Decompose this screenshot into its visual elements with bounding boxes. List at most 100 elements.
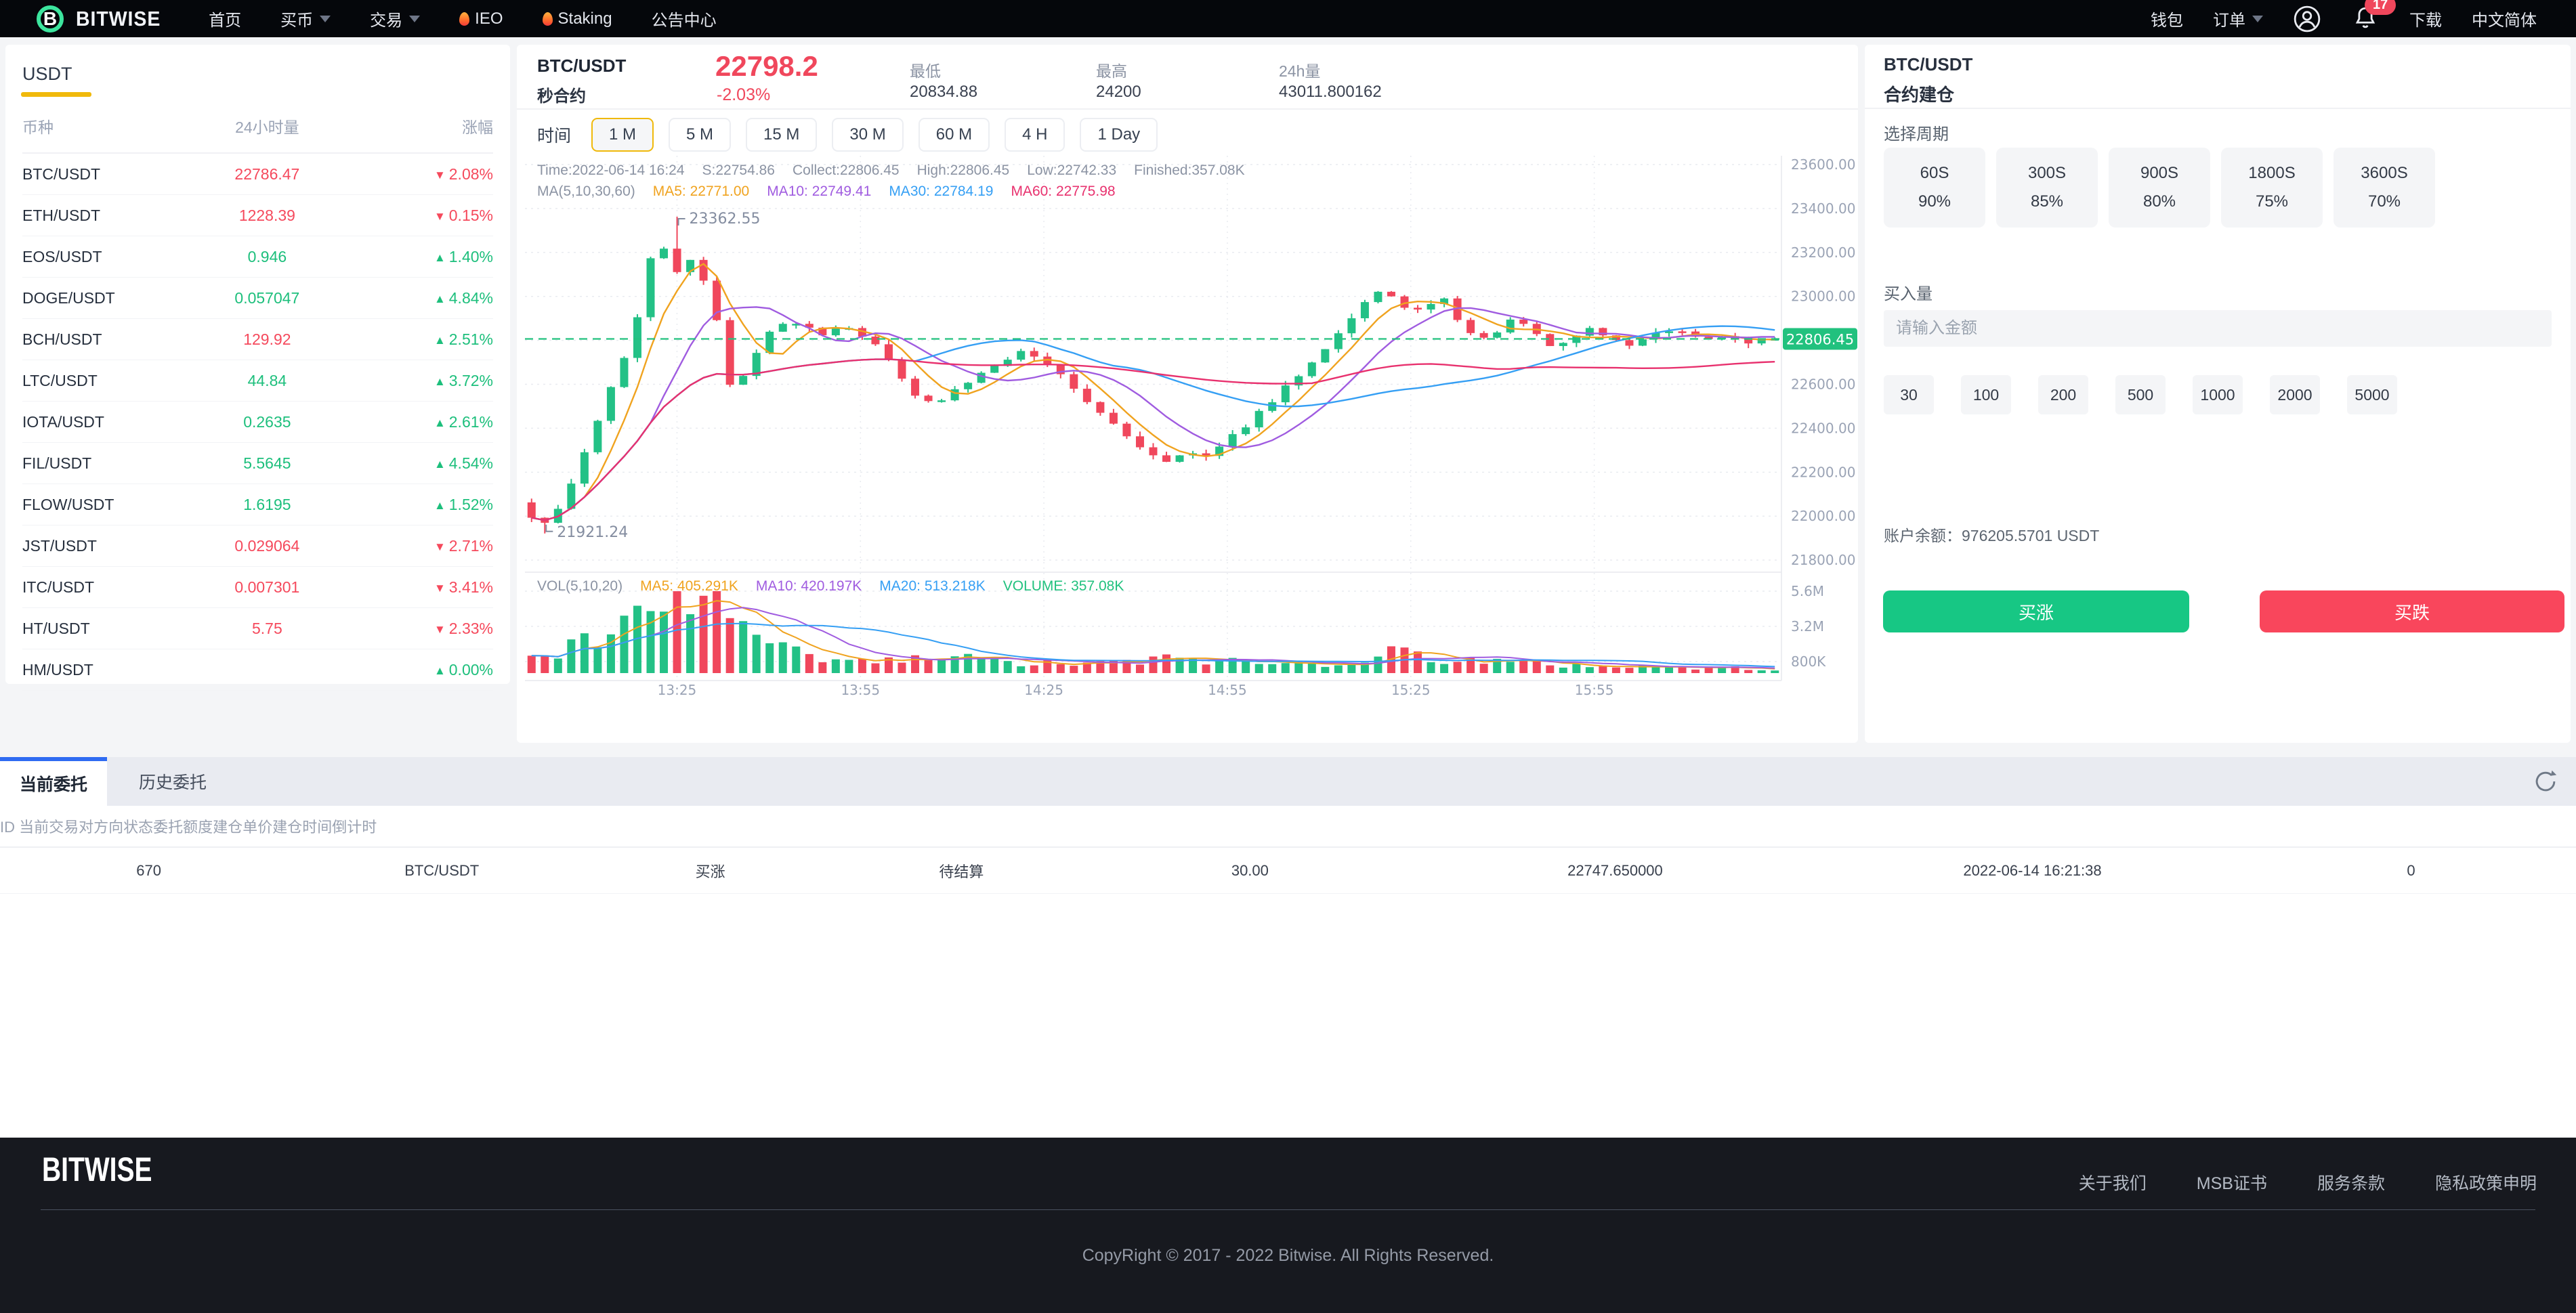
- timeframe-button[interactable]: 4 H: [1005, 118, 1065, 152]
- quick-amount-button[interactable]: 500: [2115, 375, 2166, 414]
- direction-arrow-icon: ▲: [434, 374, 446, 388]
- brand-logo[interactable]: B: [35, 4, 65, 34]
- tab-history-orders[interactable]: 历史委托: [138, 773, 207, 792]
- nav-download[interactable]: 下载: [2409, 12, 2442, 30]
- nav-orders[interactable]: 订单: [2213, 7, 2263, 30]
- pair-change: ▼ 0.15%: [361, 207, 493, 225]
- direction-arrow-icon: ▲: [434, 251, 446, 264]
- direction-arrow-icon: ▼: [434, 168, 446, 181]
- market-row[interactable]: IOTA/USDT 0.2635 ▲ 2.61%: [22, 402, 493, 443]
- pair-symbol: FLOW/USDT: [22, 495, 114, 513]
- timeframe-button[interactable]: 1 Day: [1080, 118, 1158, 152]
- market-list: BTC/USDT 22786.47 ▼ 2.08% ETH/USDT 1228.3…: [22, 154, 493, 691]
- amount-input[interactable]: [1884, 310, 2552, 347]
- pair-change-pct: 3.41%: [448, 578, 493, 596]
- quick-amount-button[interactable]: 30: [1884, 375, 1934, 414]
- market-row[interactable]: FIL/USDT 5.5645 ▲ 4.54%: [22, 443, 493, 484]
- flame-icon: [459, 12, 470, 26]
- period-payout: 75%: [2255, 192, 2289, 211]
- timeframe-button[interactable]: 60 M: [918, 118, 990, 152]
- market-row[interactable]: DOGE/USDT 0.057047 ▲ 4.84%: [22, 278, 493, 319]
- svg-text:13:55: 13:55: [841, 682, 880, 697]
- pair-volume: 0.029064: [234, 536, 300, 555]
- svg-text:23600.00: 23600.00: [1791, 156, 1855, 173]
- market-row[interactable]: JST/USDT 0.029064 ▼ 2.71%: [22, 525, 493, 567]
- pair-change: ▼ 2.71%: [361, 537, 493, 555]
- quick-amount-button[interactable]: 100: [1961, 375, 2011, 414]
- period-button[interactable]: 60S 90%: [1884, 148, 1985, 228]
- pair-volume: 1228.39: [238, 206, 295, 224]
- market-row[interactable]: BCH/USDT 129.92 ▲ 2.51%: [22, 319, 493, 360]
- trade-pair-title: BTC/USDT: [1884, 54, 1973, 74]
- refresh-icon[interactable]: [2533, 769, 2558, 798]
- nav-announcement[interactable]: 公告中心: [651, 12, 717, 30]
- trade-panel-subtitle: 合约建仓: [1884, 85, 1955, 105]
- pair-symbol: IOTA/USDT: [22, 412, 104, 431]
- period-button[interactable]: 300S 85%: [1996, 148, 2098, 228]
- footer-link[interactable]: MSB证书: [2196, 1174, 2267, 1193]
- pair-symbol: BCH/USDT: [22, 330, 102, 348]
- candlestick-chart[interactable]: 23600.0023400.0023200.0023000.0022800.00…: [525, 156, 1858, 698]
- period-button[interactable]: 900S 80%: [2109, 148, 2210, 228]
- top-nav: B BITWISE 首页 买币 交易 IEO Staking 公告中心 钱包 订…: [0, 0, 2576, 37]
- quick-amount-button[interactable]: 1000: [2193, 375, 2243, 414]
- quick-amount-button[interactable]: 200: [2038, 375, 2088, 414]
- nav-wallet[interactable]: 钱包: [2151, 12, 2183, 30]
- footer-divider: [41, 1209, 2535, 1210]
- footer-link[interactable]: 隐私政策申明: [2434, 1174, 2537, 1193]
- nav-buy-coin[interactable]: 买币: [280, 7, 331, 30]
- timeframe-label: 时间: [537, 127, 572, 146]
- svg-text:3.2M: 3.2M: [1791, 618, 1824, 634]
- footer-link[interactable]: 关于我们: [2078, 1174, 2147, 1193]
- pair-change: ▲ 1.52%: [361, 496, 493, 514]
- market-row[interactable]: BTC/USDT 22786.47 ▼ 2.08%: [22, 154, 493, 195]
- profile-icon[interactable]: [2293, 5, 2321, 33]
- nav-language[interactable]: 中文简体: [2472, 12, 2537, 30]
- svg-text:15:25: 15:25: [1391, 682, 1431, 697]
- timeframe-button[interactable]: 1 M: [591, 118, 654, 152]
- pair-change: ▲ 2.61%: [361, 413, 493, 431]
- nav-trade[interactable]: 交易: [370, 7, 421, 30]
- market-stats-header: BTC/USDT 秒合约 22798.2 -2.03% 最低 20834.88 …: [517, 45, 1858, 110]
- footer-link[interactable]: 服务条款: [2317, 1174, 2385, 1193]
- pair-symbol: HM/USDT: [22, 660, 93, 679]
- pair-change-pct: 0.00%: [448, 660, 493, 679]
- period-seconds: 1800S: [2248, 164, 2296, 182]
- timeframe-button[interactable]: 5 M: [669, 118, 732, 152]
- market-row[interactable]: ITC/USDT 0.007301 ▼ 3.41%: [22, 567, 493, 608]
- notification-bell-icon[interactable]: 17: [2351, 0, 2396, 33]
- svg-text:23400.00: 23400.00: [1791, 200, 1855, 217]
- market-row[interactable]: HT/USDT 5.75 ▼ 2.33%: [22, 608, 493, 649]
- pair-symbol: FIL/USDT: [22, 454, 92, 472]
- buy-down-button[interactable]: 买跌: [2260, 590, 2564, 632]
- nav-staking[interactable]: Staking: [542, 9, 612, 28]
- svg-text:800K: 800K: [1791, 653, 1826, 670]
- nav-ieo[interactable]: IEO: [459, 9, 503, 28]
- buy-up-button[interactable]: 买涨: [1883, 590, 2189, 632]
- svg-text:13:25: 13:25: [658, 682, 697, 697]
- timeframe-button[interactable]: 30 M: [832, 118, 904, 152]
- market-row[interactable]: LTC/USDT 44.84 ▲ 3.72%: [22, 360, 493, 402]
- market-list-header: 币种 24小时量 涨幅: [22, 114, 493, 154]
- flame-icon: [542, 12, 553, 26]
- direction-arrow-icon: ▼: [434, 581, 446, 595]
- timeframe-button[interactable]: 15 M: [746, 118, 818, 152]
- market-row[interactable]: ETH/USDT 1228.39 ▼ 0.15%: [22, 195, 493, 236]
- tab-current-orders[interactable]: 当前委托: [0, 757, 107, 806]
- market-row[interactable]: EOS/USDT 0.946 ▲ 1.40%: [22, 236, 493, 278]
- pair-change-pct: 4.84%: [448, 288, 493, 307]
- order-pair: BTC/USDT: [404, 861, 480, 879]
- market-row[interactable]: HM/USDT ▲ 0.00%: [22, 649, 493, 691]
- pair-change-pct: 1.52%: [448, 495, 493, 513]
- quick-amount-button[interactable]: 2000: [2270, 375, 2320, 414]
- timeframe-bar: 时间 1 M 5 M 15 M 30 M 60 M 4 H 1 Day: [532, 118, 1158, 152]
- period-button[interactable]: 3600S 70%: [2334, 148, 2435, 228]
- brand-name[interactable]: BITWISE: [76, 6, 161, 30]
- tab-usdt[interactable]: USDT: [21, 64, 91, 97]
- svg-text:14:55: 14:55: [1208, 682, 1247, 697]
- contract-type: 秒合约: [537, 87, 586, 106]
- quick-amount-button[interactable]: 5000: [2347, 375, 2397, 414]
- period-button[interactable]: 1800S 75%: [2221, 148, 2323, 228]
- nav-home[interactable]: 首页: [209, 12, 242, 30]
- market-row[interactable]: FLOW/USDT 1.6195 ▲ 1.52%: [22, 484, 493, 525]
